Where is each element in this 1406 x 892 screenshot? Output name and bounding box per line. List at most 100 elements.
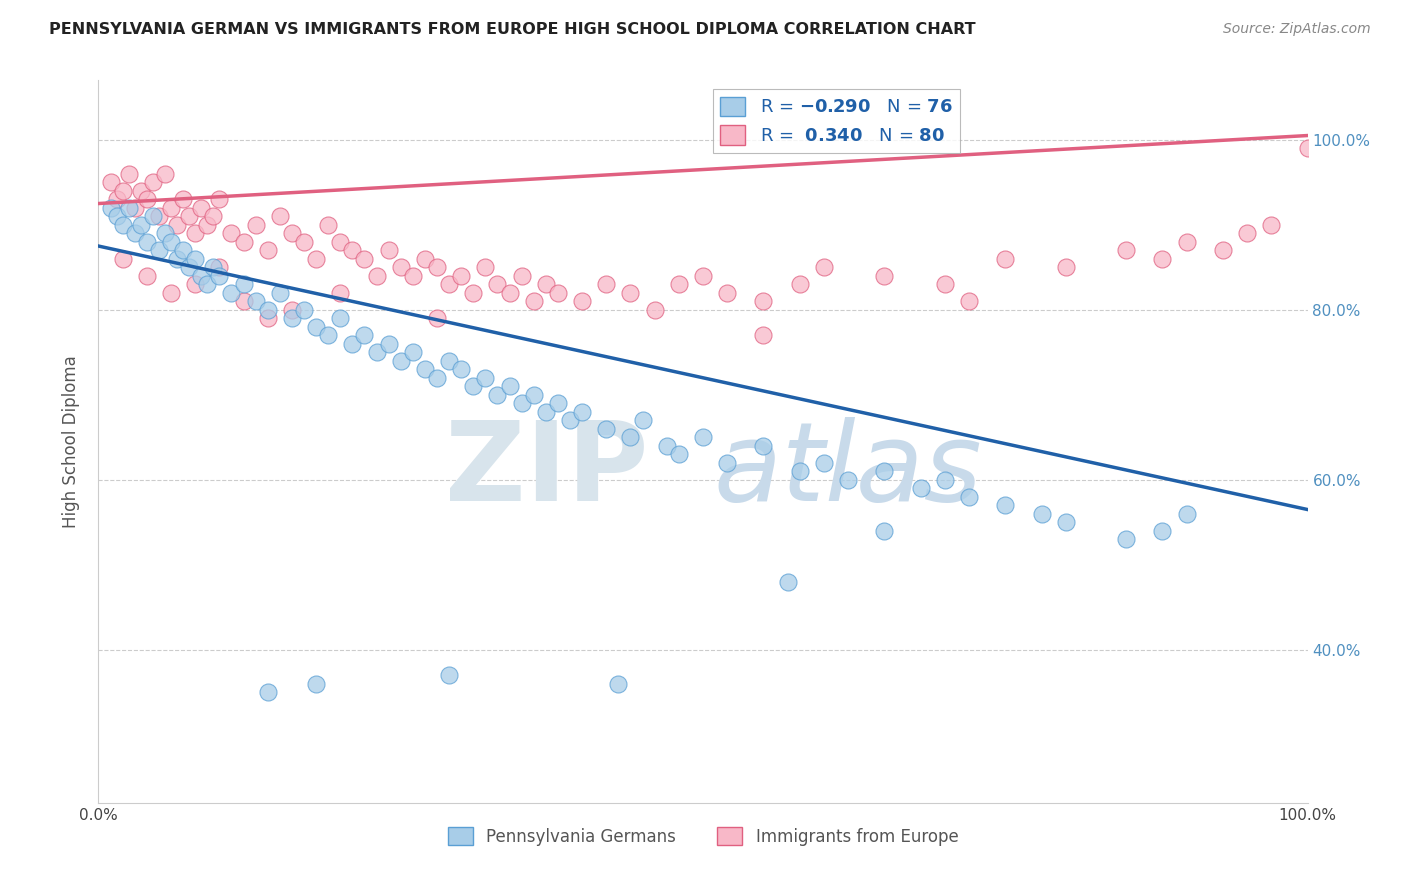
Point xyxy=(160,201,183,215)
Point xyxy=(486,277,509,292)
Point xyxy=(111,184,134,198)
Point xyxy=(118,201,141,215)
Point xyxy=(184,227,207,241)
Point xyxy=(353,328,375,343)
Point xyxy=(100,201,122,215)
Point xyxy=(558,413,581,427)
Point xyxy=(153,227,176,241)
Point xyxy=(135,192,157,206)
Point xyxy=(1296,141,1319,155)
Point xyxy=(342,336,364,351)
Point xyxy=(437,277,460,292)
Point xyxy=(208,260,231,275)
Point xyxy=(619,430,641,444)
Point xyxy=(316,218,339,232)
Point xyxy=(523,294,546,309)
Point xyxy=(1115,244,1137,258)
Y-axis label: High School Diploma: High School Diploma xyxy=(62,355,80,528)
Point xyxy=(655,439,678,453)
Point xyxy=(437,668,460,682)
Point xyxy=(221,285,243,300)
Point xyxy=(571,405,593,419)
Point xyxy=(873,268,896,283)
Point xyxy=(195,218,218,232)
Point xyxy=(523,388,546,402)
Point xyxy=(813,260,835,275)
Point xyxy=(256,302,278,317)
Point xyxy=(292,302,315,317)
Point xyxy=(232,294,254,309)
Point xyxy=(837,473,859,487)
Point xyxy=(389,260,412,275)
Point xyxy=(202,260,225,275)
Point xyxy=(873,464,896,478)
Point xyxy=(135,268,157,283)
Point xyxy=(498,379,520,393)
Point xyxy=(148,244,170,258)
Point xyxy=(437,353,460,368)
Point xyxy=(105,209,128,223)
Point xyxy=(426,260,449,275)
Point xyxy=(450,268,472,283)
Point xyxy=(172,244,194,258)
Point xyxy=(426,311,449,326)
Point xyxy=(692,430,714,444)
Point xyxy=(124,227,146,241)
Point xyxy=(426,371,449,385)
Point xyxy=(366,268,388,283)
Point xyxy=(957,294,980,309)
Point xyxy=(789,277,811,292)
Point xyxy=(813,456,835,470)
Legend: Pennsylvania Germans, Immigrants from Europe: Pennsylvania Germans, Immigrants from Eu… xyxy=(441,821,965,852)
Point xyxy=(153,167,176,181)
Text: Source: ZipAtlas.com: Source: ZipAtlas.com xyxy=(1223,22,1371,37)
Point xyxy=(595,422,617,436)
Point xyxy=(534,277,557,292)
Point xyxy=(934,277,956,292)
Point xyxy=(353,252,375,266)
Point xyxy=(100,175,122,189)
Point xyxy=(474,260,496,275)
Point xyxy=(179,209,201,223)
Point xyxy=(534,405,557,419)
Point xyxy=(1031,507,1053,521)
Point xyxy=(166,218,188,232)
Point xyxy=(413,362,436,376)
Point xyxy=(1054,260,1077,275)
Point xyxy=(111,218,134,232)
Point xyxy=(256,311,278,326)
Point xyxy=(595,277,617,292)
Point xyxy=(668,277,690,292)
Point xyxy=(281,311,304,326)
Point xyxy=(619,285,641,300)
Point xyxy=(377,244,399,258)
Point xyxy=(179,260,201,275)
Point xyxy=(195,277,218,292)
Point xyxy=(631,413,654,427)
Point xyxy=(486,388,509,402)
Point xyxy=(160,285,183,300)
Point xyxy=(668,447,690,461)
Point xyxy=(190,268,212,283)
Point xyxy=(474,371,496,385)
Point xyxy=(510,268,533,283)
Point xyxy=(329,285,352,300)
Point xyxy=(292,235,315,249)
Point xyxy=(135,235,157,249)
Point xyxy=(208,192,231,206)
Point xyxy=(166,252,188,266)
Point xyxy=(329,235,352,249)
Point xyxy=(571,294,593,309)
Point xyxy=(148,209,170,223)
Point xyxy=(190,201,212,215)
Point xyxy=(160,235,183,249)
Point xyxy=(305,677,328,691)
Point xyxy=(281,302,304,317)
Point xyxy=(716,456,738,470)
Point xyxy=(413,252,436,266)
Point xyxy=(208,268,231,283)
Point xyxy=(692,268,714,283)
Point xyxy=(305,319,328,334)
Point xyxy=(184,252,207,266)
Point xyxy=(463,285,485,300)
